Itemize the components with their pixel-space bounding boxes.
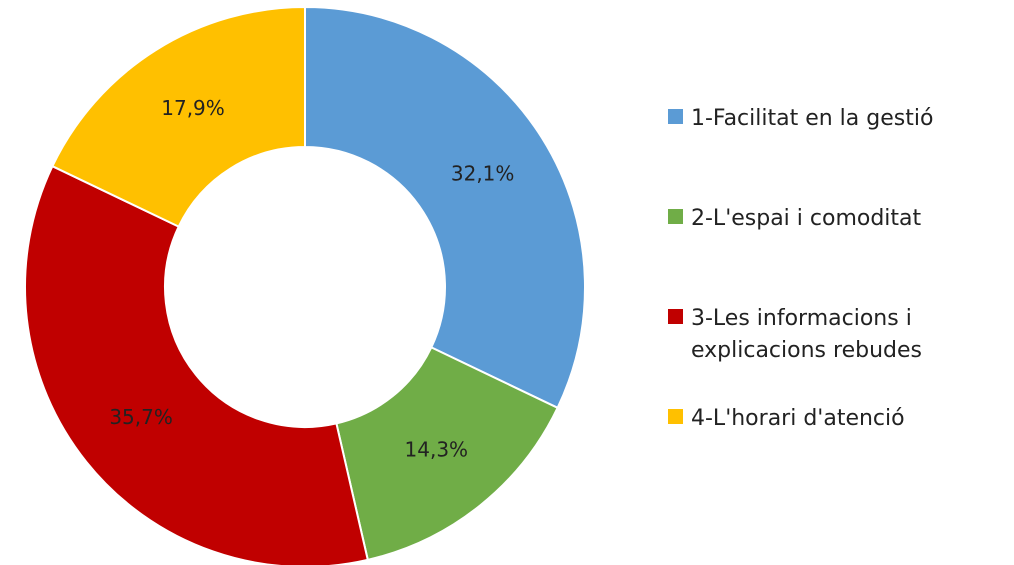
donut-segment <box>304 5 586 410</box>
legend-item: 1-Facilitat en la gestió <box>668 103 1008 135</box>
legend-item: 4-L'horari d'atenció <box>668 403 1008 435</box>
data-label: 35,7% <box>109 405 173 429</box>
donut-segment <box>24 164 369 565</box>
legend-swatch <box>668 209 683 224</box>
legend-label: 2-L'espai i comoditat <box>691 206 922 231</box>
data-label: 32,1% <box>451 162 515 186</box>
legend-swatch <box>668 309 683 324</box>
data-label: 14,3% <box>405 437 469 461</box>
data-label: 17,9% <box>161 96 225 120</box>
donut-segment <box>51 5 306 228</box>
legend-item: 3-Les informacions i explicacions rebude… <box>668 303 1008 367</box>
legend-label: 1-Facilitat en la gestió <box>691 106 934 131</box>
legend-swatch <box>668 409 683 424</box>
legend-item: 2-L'espai i comoditat <box>668 203 1008 235</box>
legend-label: 4-L'horari d'atenció <box>691 406 905 431</box>
donut-segment <box>335 346 559 562</box>
legend-swatch <box>668 109 683 124</box>
legend-label: 3-Les informacions i explicacions rebude… <box>691 306 922 363</box>
